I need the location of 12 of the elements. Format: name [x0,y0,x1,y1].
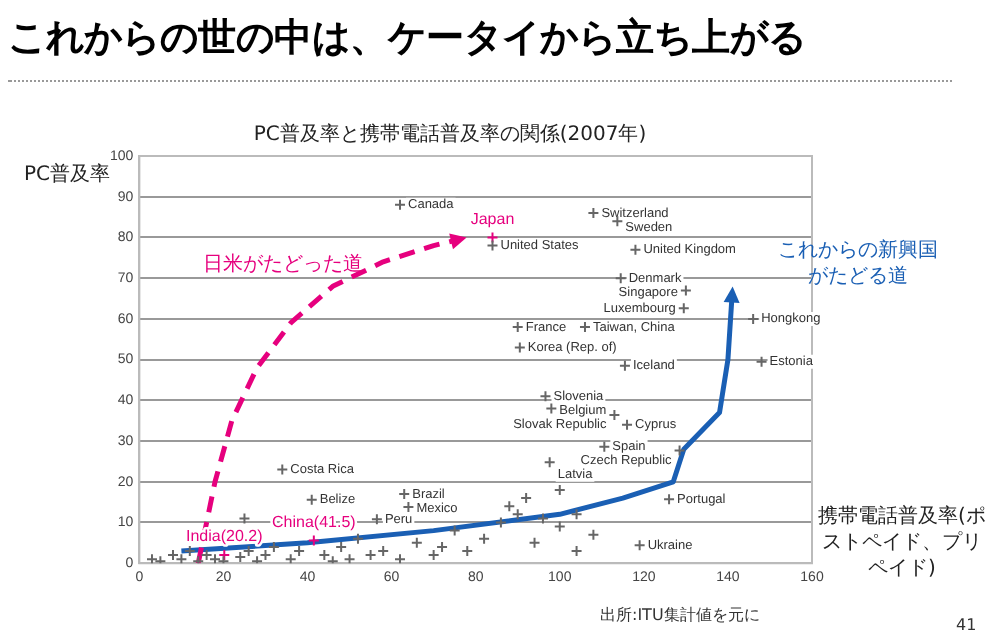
y-axis-title: PC普及率 [24,161,111,188]
data-label: India(20.2) [186,527,264,546]
point [486,231,499,244]
text: これからの新興国がたどる道 [776,238,941,291]
chart-subtitle: PC普及率と携帯電話普及率の関係(2007年) [251,121,649,148]
data-label: China(41.5) [272,512,357,531]
chart-title: これからの世の中は、ケータイから立ち上がる [8,14,806,64]
data-label: Japan [470,209,515,228]
series-label: 日米がたどった道 [202,251,365,278]
point [307,534,320,547]
text: 41 [956,616,977,634]
text: 出所:ITU集計値を元に [600,604,760,626]
